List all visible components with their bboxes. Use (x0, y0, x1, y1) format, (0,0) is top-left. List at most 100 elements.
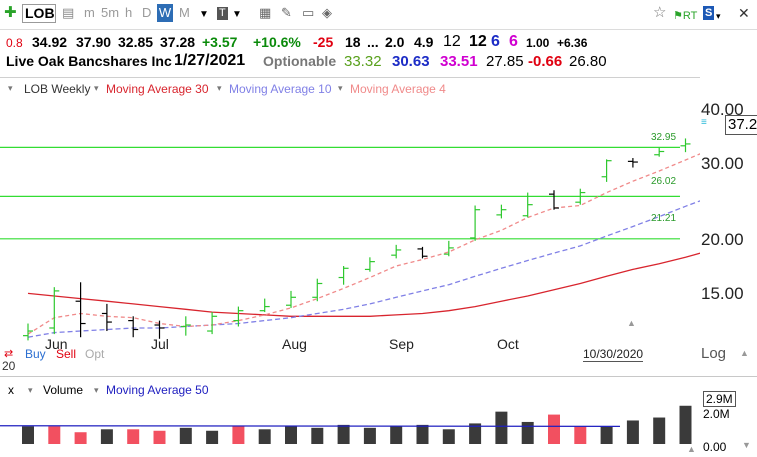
legend-ma10[interactable]: Moving Average 10 (229, 82, 332, 96)
eraser-icon[interactable]: ◈ (322, 5, 332, 20)
divider (0, 376, 757, 377)
quote-value: ... (367, 34, 379, 50)
volume-label[interactable]: Volume (43, 383, 84, 397)
chevron-down-icon[interactable]: ▾ (94, 83, 99, 93)
add-icon[interactable]: ✚ (4, 4, 17, 21)
volume-bar (653, 417, 666, 444)
price-bar (49, 287, 60, 335)
price-bar (680, 138, 691, 153)
chevron-up-icon[interactable]: ▲ (627, 318, 636, 328)
trade-arrow-icon[interactable]: ⇄ (4, 348, 14, 360)
quote-value: -25 (313, 34, 334, 50)
log-label[interactable]: Log (701, 345, 727, 362)
ma4-line (27, 153, 700, 335)
pin-icon[interactable]: ⚑RT (673, 10, 698, 22)
sell-button[interactable]: Sell (56, 347, 77, 361)
volume-bar (548, 414, 560, 444)
y-tick-label: 30.00 (701, 154, 744, 173)
legend-ma30[interactable]: Moving Average 30 (106, 82, 209, 96)
volume-bar (232, 426, 245, 444)
period-month[interactable]: M (179, 5, 190, 20)
symbol-input[interactable]: LOB (22, 4, 56, 23)
chart-grid-icon[interactable]: ▦ (259, 5, 272, 20)
quote-value: -0.66 (528, 53, 563, 70)
chevron-down-icon[interactable]: ▾ (8, 83, 13, 93)
chevron-up-icon[interactable]: ▲ (687, 444, 696, 454)
quote-value: 18 (345, 34, 361, 50)
volume-bar (74, 432, 87, 444)
pencil-icon[interactable]: ✎ (281, 5, 292, 20)
volume-bar (495, 411, 508, 444)
volume-bar (574, 426, 587, 444)
volume-bar (521, 421, 534, 444)
price-bar (312, 278, 323, 302)
quote-value: 4.9 (414, 34, 434, 50)
chevron-down-icon[interactable]: ▾ (94, 385, 99, 395)
period-day[interactable]: D (142, 5, 152, 20)
period-hour[interactable]: h (125, 5, 133, 20)
quote-value: 6 (491, 33, 500, 50)
price-bar (101, 303, 112, 332)
price-legend: ▾ LOB Weekly ▾ Moving Average 30 ▾ Movin… (0, 82, 700, 96)
price-bar (338, 266, 349, 285)
volume-bar (337, 424, 350, 444)
x-tick-label: Jul (151, 336, 169, 352)
period-1m[interactable]: m (84, 5, 95, 20)
chevron-down-icon[interactable]: ▼ (199, 9, 209, 20)
legend-symbol[interactable]: LOB Weekly (24, 82, 91, 96)
last-price-box: 37.28 (725, 115, 757, 135)
y-tick-label: 40.00 (701, 100, 744, 119)
chevron-down-icon[interactable]: ▼ (742, 440, 751, 450)
price-chart[interactable] (0, 97, 700, 357)
s-logo-icon[interactable]: S (703, 6, 715, 20)
price-bar (470, 205, 481, 241)
chevron-up-icon[interactable]: ▲ (740, 348, 749, 358)
period-week[interactable]: W (157, 4, 173, 22)
chevron-down-icon[interactable]: ▾ (338, 83, 343, 93)
buy-button[interactable]: Buy (25, 347, 46, 361)
chevron-down-icon[interactable]: ▼ (232, 9, 242, 20)
price-bar (128, 316, 139, 338)
price-bar (549, 190, 559, 210)
volume-bar (258, 429, 271, 444)
chevron-down-icon[interactable]: ▾ (28, 385, 33, 395)
volume-y-label: 2.0M (703, 407, 730, 421)
quote-open: 34.92 (32, 34, 68, 50)
price-bar (75, 282, 86, 338)
close-icon[interactable]: ✕ (738, 5, 750, 21)
price-bar (522, 192, 533, 218)
price-bar (391, 244, 402, 259)
quote-value: 27.85 (486, 53, 524, 70)
volume-bar (206, 430, 219, 444)
volume-last-box: 2.9M (703, 391, 736, 407)
comment-icon[interactable]: ▭ (302, 5, 315, 20)
volume-bar (179, 427, 192, 444)
star-icon[interactable]: ☆ (653, 4, 667, 21)
volume-bar (416, 424, 429, 444)
chevron-down-icon[interactable]: ▾ (217, 83, 222, 93)
price-bar (154, 320, 165, 339)
divider (0, 77, 700, 78)
text-size-icon[interactable]: T (217, 7, 228, 20)
x-tick-label: Sep (389, 336, 414, 352)
period-5m[interactable]: 5m (101, 5, 120, 20)
price-bar (575, 188, 586, 205)
volume-ma-label[interactable]: Moving Average 50 (106, 383, 209, 397)
quote-value: 33.51 (440, 53, 478, 70)
close-icon[interactable]: x (8, 383, 14, 397)
price-bar (443, 240, 454, 257)
volume-y-label: 0.00 (703, 440, 727, 454)
price-bar (654, 147, 665, 157)
volume-bar (22, 426, 34, 444)
quote-high: 37.90 (76, 34, 112, 50)
legend-ma4[interactable]: Moving Average 4 (350, 82, 446, 96)
chevron-down-icon[interactable]: ▾ (716, 11, 721, 21)
price-bar (627, 158, 638, 168)
volume-ma-line (0, 425, 621, 427)
volume-chart[interactable] (0, 394, 700, 446)
quote-value: 2.0 (385, 34, 405, 50)
optionable-label: Optionable (263, 53, 337, 69)
printer-icon[interactable]: ▤ (62, 5, 75, 20)
opt-button[interactable]: Opt (85, 347, 105, 361)
y-tick-label: 15.00 (701, 284, 744, 303)
